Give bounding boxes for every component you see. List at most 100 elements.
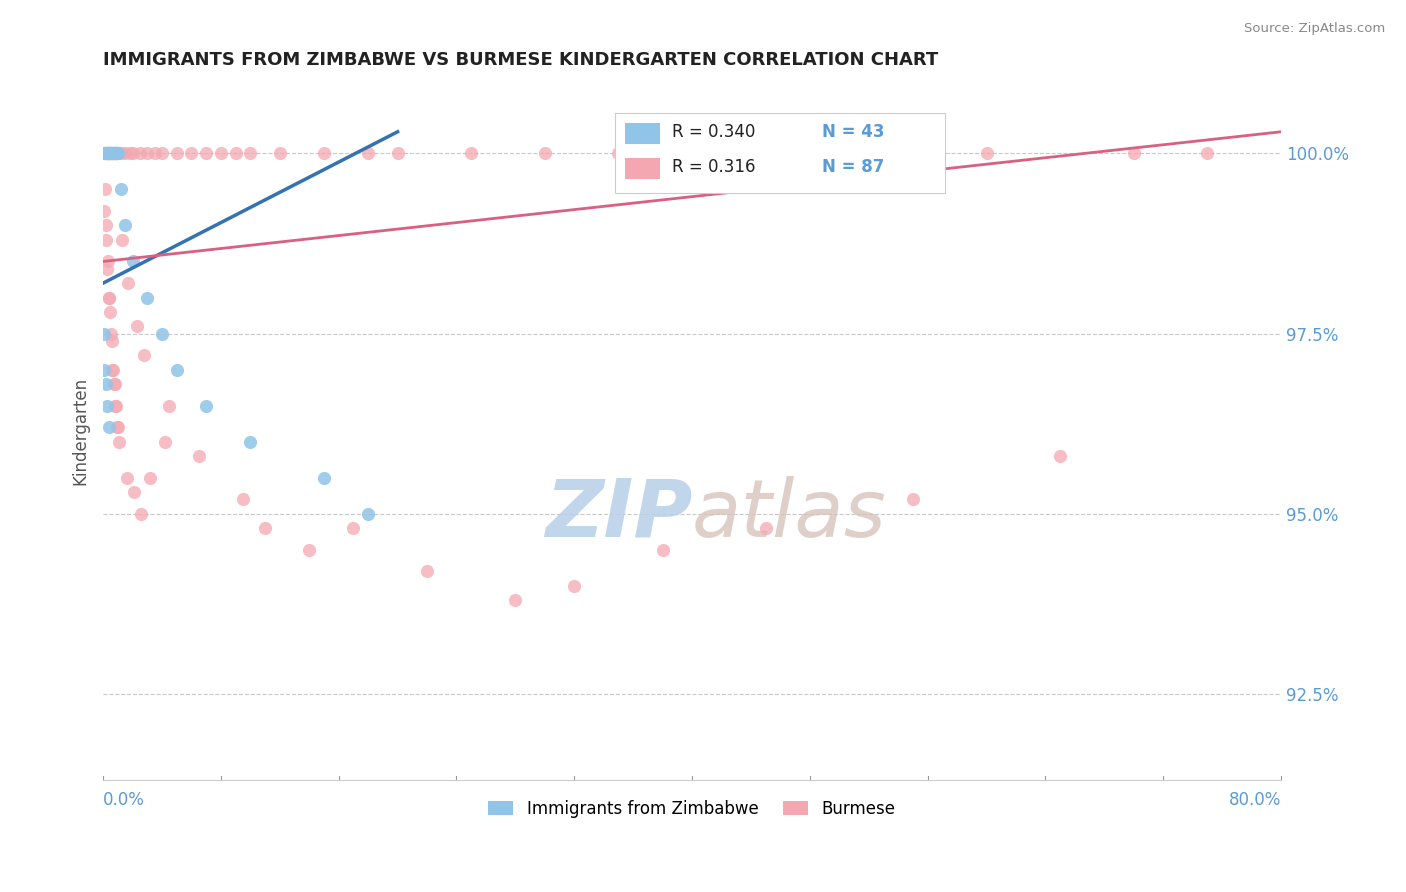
Point bbox=[1197, 146, 1219, 161]
Point bbox=[110, 182, 132, 196]
Point bbox=[104, 146, 127, 161]
Point bbox=[136, 291, 159, 305]
Point bbox=[533, 146, 555, 161]
Point bbox=[117, 276, 139, 290]
Point bbox=[105, 146, 128, 161]
Point bbox=[505, 593, 527, 607]
Text: 0.0%: 0.0% bbox=[103, 791, 145, 809]
Point bbox=[101, 146, 124, 161]
Point bbox=[97, 146, 120, 161]
Point bbox=[96, 146, 118, 161]
Point bbox=[254, 521, 277, 535]
Point bbox=[108, 434, 131, 449]
Point bbox=[298, 542, 321, 557]
Point bbox=[94, 146, 117, 161]
Point bbox=[139, 470, 162, 484]
Point bbox=[103, 146, 125, 161]
Point bbox=[104, 399, 127, 413]
Point bbox=[607, 146, 630, 161]
Point bbox=[121, 146, 143, 161]
Point bbox=[103, 146, 125, 161]
Point bbox=[195, 399, 218, 413]
Point bbox=[100, 146, 122, 161]
Point bbox=[101, 146, 124, 161]
Point bbox=[312, 146, 335, 161]
Point bbox=[98, 146, 121, 161]
Point bbox=[96, 261, 118, 276]
Text: IMMIGRANTS FROM ZIMBABWE VS BURMESE KINDERGARTEN CORRELATION CHART: IMMIGRANTS FROM ZIMBABWE VS BURMESE KIND… bbox=[103, 51, 938, 69]
Point bbox=[103, 146, 125, 161]
Point bbox=[232, 492, 254, 507]
Point bbox=[153, 434, 176, 449]
Point bbox=[100, 146, 122, 161]
Point bbox=[100, 146, 122, 161]
Point bbox=[187, 449, 209, 463]
FancyBboxPatch shape bbox=[624, 123, 661, 145]
Point bbox=[121, 254, 143, 268]
Point bbox=[105, 420, 128, 434]
FancyBboxPatch shape bbox=[616, 112, 945, 194]
Point bbox=[97, 420, 120, 434]
Point bbox=[104, 146, 127, 161]
Point bbox=[239, 434, 262, 449]
Point bbox=[107, 420, 129, 434]
Point bbox=[269, 146, 291, 161]
Point bbox=[111, 233, 134, 247]
Text: R = 0.340: R = 0.340 bbox=[672, 123, 755, 141]
Point bbox=[105, 146, 128, 161]
Point bbox=[96, 399, 118, 413]
Point bbox=[1122, 146, 1144, 161]
Legend: Immigrants from Zimbabwe, Burmese: Immigrants from Zimbabwe, Burmese bbox=[482, 793, 903, 824]
Point bbox=[976, 146, 998, 161]
Point bbox=[104, 146, 127, 161]
Point bbox=[416, 565, 439, 579]
Text: R = 0.316: R = 0.316 bbox=[672, 158, 755, 177]
Point bbox=[94, 233, 117, 247]
Text: ZIP: ZIP bbox=[544, 475, 692, 554]
Point bbox=[651, 542, 673, 557]
Point bbox=[1049, 449, 1071, 463]
Point bbox=[357, 507, 380, 521]
Point bbox=[101, 362, 124, 376]
Point bbox=[118, 146, 141, 161]
Point bbox=[94, 146, 117, 161]
Point bbox=[101, 146, 124, 161]
Point bbox=[104, 146, 127, 161]
Point bbox=[96, 146, 118, 161]
Point bbox=[94, 182, 117, 196]
Point bbox=[96, 146, 118, 161]
Point bbox=[96, 146, 118, 161]
Text: N = 87: N = 87 bbox=[821, 158, 884, 177]
Point bbox=[131, 507, 153, 521]
Point bbox=[681, 146, 703, 161]
Point bbox=[150, 326, 173, 341]
Point bbox=[103, 146, 125, 161]
Point bbox=[387, 146, 409, 161]
Point bbox=[209, 146, 232, 161]
Point bbox=[150, 146, 173, 161]
Point bbox=[97, 146, 120, 161]
Point bbox=[901, 492, 924, 507]
Point bbox=[107, 146, 129, 161]
Point bbox=[93, 146, 115, 161]
Point bbox=[114, 146, 136, 161]
Point bbox=[98, 146, 121, 161]
Point bbox=[96, 219, 118, 233]
Point bbox=[98, 305, 121, 319]
Point bbox=[105, 146, 128, 161]
FancyBboxPatch shape bbox=[624, 158, 661, 179]
Point bbox=[105, 146, 128, 161]
Point bbox=[114, 219, 136, 233]
Point bbox=[93, 146, 115, 161]
Point bbox=[157, 399, 180, 413]
Point bbox=[97, 146, 120, 161]
Point bbox=[755, 521, 778, 535]
Point bbox=[342, 521, 364, 535]
Point bbox=[93, 204, 115, 219]
Point bbox=[312, 470, 335, 484]
Point bbox=[166, 362, 188, 376]
Point bbox=[103, 376, 125, 391]
Point bbox=[239, 146, 262, 161]
Point bbox=[104, 146, 127, 161]
Point bbox=[115, 470, 138, 484]
